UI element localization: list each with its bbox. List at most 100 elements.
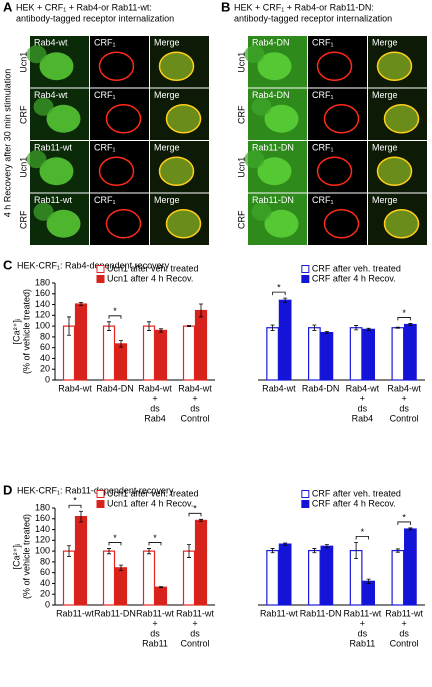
x-tick-label: Rab11 bbox=[142, 638, 168, 648]
legend-label: CRF after veh. treated bbox=[312, 263, 401, 273]
channel-label: CRF₁ bbox=[312, 142, 334, 152]
legend-swatch bbox=[301, 500, 310, 508]
significance-label: * bbox=[193, 504, 197, 514]
significance-bracket bbox=[188, 512, 202, 517]
x-tick-label: Rab4-DN bbox=[96, 383, 134, 393]
cell bbox=[264, 209, 299, 238]
y-tick-label: 60 bbox=[40, 567, 50, 577]
error-bar bbox=[395, 326, 400, 329]
error-bar bbox=[67, 545, 71, 557]
significance-label: * bbox=[402, 308, 406, 318]
x-tick-label: Rab11-wt bbox=[343, 608, 381, 618]
cell bbox=[244, 150, 265, 169]
y-tick-label: 20 bbox=[40, 589, 50, 599]
y-tick-label: 120 bbox=[35, 310, 50, 320]
bar bbox=[278, 299, 292, 381]
error-bar bbox=[270, 324, 275, 331]
x-tick-label: Rab11-DN bbox=[94, 608, 136, 618]
error-bar bbox=[79, 510, 83, 523]
channel-label: Rab4-wt bbox=[34, 37, 68, 47]
bar bbox=[266, 549, 279, 606]
significance-bracket bbox=[68, 504, 82, 509]
error-bar bbox=[354, 542, 359, 560]
panel-label: A bbox=[3, 0, 13, 14]
x-tick-label: Rab4-DN bbox=[302, 383, 340, 393]
cell-outline bbox=[105, 209, 142, 239]
panel-title: HEK-CRF₁: Rab11-dependent recovery bbox=[17, 485, 174, 495]
x-tick-label: ds bbox=[358, 403, 368, 413]
y-tick-label: 160 bbox=[35, 513, 50, 523]
x-tick-label: Control bbox=[180, 638, 209, 648]
error-bar bbox=[107, 548, 111, 555]
error-bar bbox=[159, 328, 163, 333]
legend-label: Ucn1 after 4 h Recov. bbox=[107, 273, 193, 283]
cell bbox=[251, 202, 272, 221]
error-bar bbox=[354, 325, 359, 331]
y-axis-label: (% of vehicle treated) bbox=[21, 289, 31, 374]
x-tick-label: Control bbox=[390, 413, 419, 423]
y-tick-label: 160 bbox=[35, 288, 50, 298]
cell bbox=[165, 104, 202, 134]
x-tick-label: Rab4-wt bbox=[262, 383, 296, 393]
cell bbox=[376, 156, 413, 186]
row-label: Ucn1 bbox=[18, 157, 28, 178]
error-bar bbox=[79, 302, 83, 307]
y-tick-label: 180 bbox=[35, 502, 50, 512]
bar bbox=[362, 328, 375, 381]
channel-label: Merge bbox=[154, 90, 180, 100]
error-bar bbox=[199, 303, 203, 318]
x-tick-label: + bbox=[360, 393, 365, 403]
legend-label: Ucn1 after veh. treated bbox=[107, 263, 199, 273]
bar bbox=[182, 550, 196, 606]
bar bbox=[114, 567, 128, 606]
bar bbox=[320, 545, 334, 606]
legend-swatch bbox=[96, 500, 105, 508]
error-bar bbox=[324, 331, 329, 335]
panel-title: antibody-tagged receptor internalization bbox=[234, 13, 392, 23]
bar bbox=[320, 331, 334, 381]
channel-label: Merge bbox=[372, 90, 398, 100]
cell bbox=[251, 97, 272, 116]
panel-title: antibody-tagged receptor internalization bbox=[16, 13, 174, 23]
cell bbox=[383, 104, 420, 134]
cell bbox=[26, 45, 47, 64]
row-label: Ucn1 bbox=[236, 52, 246, 73]
x-tick-label: Rab4-wt bbox=[387, 383, 421, 393]
cell bbox=[39, 157, 74, 186]
significance-bracket bbox=[272, 291, 286, 296]
bar bbox=[278, 543, 292, 606]
x-tick-label: Rab11-wt bbox=[260, 608, 298, 618]
y-tick-label: 60 bbox=[40, 342, 50, 352]
error-bar bbox=[147, 548, 151, 555]
legend-swatch bbox=[301, 265, 310, 273]
error-bar bbox=[187, 544, 191, 558]
bar bbox=[194, 519, 208, 606]
legend-label: Ucn1 after veh. treated bbox=[107, 488, 199, 498]
bar bbox=[391, 549, 405, 606]
bar bbox=[62, 550, 76, 606]
cell-outline bbox=[323, 209, 360, 239]
x-tick-label: ds bbox=[358, 628, 368, 638]
channel-label: Rab4-DN bbox=[252, 37, 290, 47]
channel-label: CRF₁ bbox=[94, 37, 116, 47]
error-bar bbox=[187, 325, 191, 328]
panel-title: HEK-CRF₁: Rab4-dependent recovery bbox=[17, 260, 170, 270]
significance-bracket bbox=[397, 521, 411, 525]
y-tick-label: 40 bbox=[40, 578, 50, 588]
bar bbox=[404, 528, 417, 606]
channel-label: CRF₁ bbox=[312, 37, 334, 47]
error-bar bbox=[283, 542, 288, 546]
cell bbox=[383, 209, 420, 239]
channel-label: CRF₁ bbox=[312, 195, 334, 205]
channel-label: Rab4-DN bbox=[252, 90, 290, 100]
panel-label: C bbox=[3, 257, 13, 272]
error-bar bbox=[270, 548, 275, 554]
y-tick-label: 100 bbox=[35, 320, 50, 330]
x-tick-label: Rab4 bbox=[144, 413, 166, 423]
cell bbox=[257, 52, 292, 81]
bar bbox=[74, 303, 88, 381]
cell bbox=[158, 156, 195, 186]
row-label: CRF bbox=[18, 105, 28, 124]
x-tick-label: ds bbox=[150, 403, 160, 413]
significance-label: * bbox=[153, 533, 157, 543]
